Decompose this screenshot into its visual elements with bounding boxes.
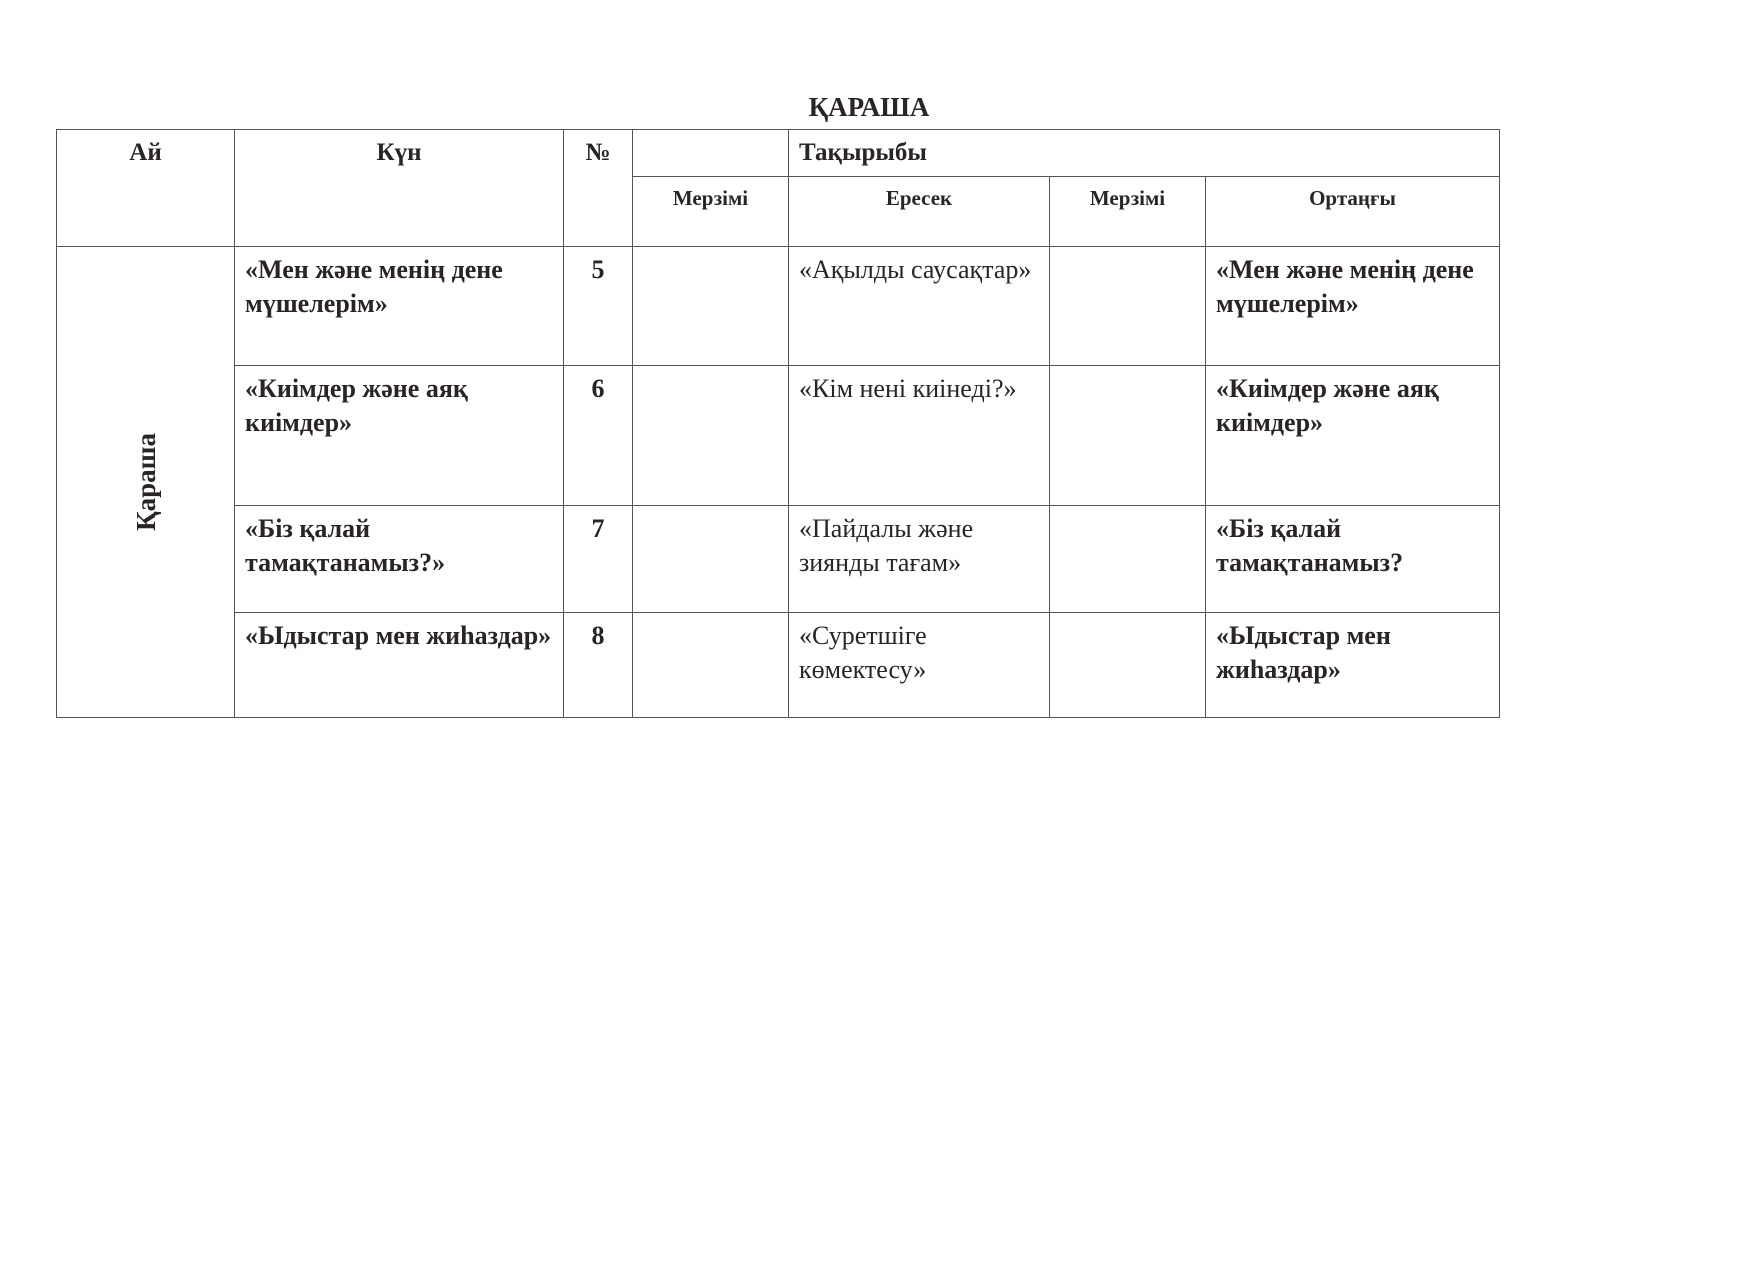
day-cell: «Мен және менің дене мүшелерім» (234, 246, 564, 366)
senior-cell: «Суретшіге көмектесу» (788, 612, 1050, 718)
day-cell: «Киімдер және аяқ киімдер» (234, 365, 564, 506)
senior-cell: «Ақылды саусақтар» (788, 246, 1050, 366)
header-deadline-2: Мерзімі (1049, 176, 1206, 247)
deadline-cell (632, 612, 789, 718)
day-cell: «Ыдыстар мен жиһаздар» (234, 612, 564, 718)
number-cell: 5 (563, 246, 633, 366)
deadline-cell (1049, 505, 1206, 613)
deadline-cell (632, 246, 789, 366)
month-label: Қараша (130, 432, 161, 531)
header-day: Күн (234, 129, 564, 247)
header-month: Ай (56, 129, 235, 247)
deadline-cell (632, 505, 789, 613)
deadline-cell (632, 365, 789, 506)
table-row: «Ыдыстар мен жиһаздар» 8 «Суретшіге көме… (57, 612, 1500, 718)
header-topic: Тақырыбы (788, 129, 1500, 177)
number-cell: 8 (563, 612, 633, 718)
senior-cell: «Кім нені киінеді?» (788, 365, 1050, 506)
table-row: «Біз қалай тамақтанамыз?» 7 «Пайдалы жән… (57, 505, 1500, 613)
deadline-cell (1049, 612, 1206, 718)
middle-cell: «Ыдыстар мен жиһаздар» (1205, 612, 1500, 718)
table-row: Қараша «Мен және менің дене мүшелерім» 5… (56, 246, 1500, 718)
middle-cell: «Мен және менің дене мүшелерім» (1205, 246, 1500, 366)
schedule-table: Ай Күн № Тақырыбы Мерзімі Ересек Мерзімі… (56, 129, 1500, 718)
senior-cell: «Пайдалы және зиянды тағам» (788, 505, 1050, 613)
header-senior: Ересек (788, 176, 1050, 247)
page-title: ҚАРАША (808, 92, 930, 122)
header-deadline-1: Мерзімі (632, 176, 789, 247)
number-cell: 7 (563, 505, 633, 613)
header-empty (632, 129, 789, 177)
day-cell: «Біз қалай тамақтанамыз?» (234, 505, 564, 613)
middle-cell: «Біз қалай тамақтанамыз? (1205, 505, 1500, 613)
header-number: № (563, 129, 633, 247)
month-cell: Қараша (56, 246, 235, 718)
deadline-cell (1049, 246, 1206, 366)
deadline-cell (1049, 365, 1206, 506)
middle-cell: «Киімдер және аяқ киімдер» (1205, 365, 1500, 506)
number-cell: 6 (563, 365, 633, 506)
header-middle: Ортаңғы (1205, 176, 1500, 247)
table-row: «Киімдер және аяқ киімдер» 6 «Кім нені к… (57, 365, 1500, 506)
